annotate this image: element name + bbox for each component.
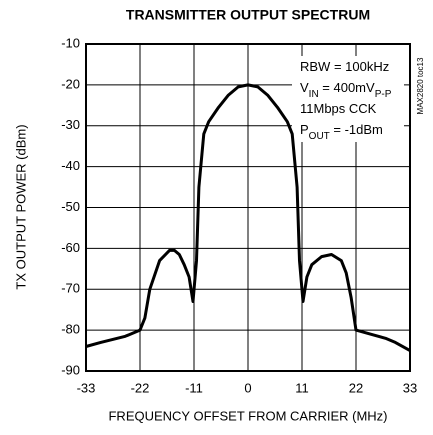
y-tick-label: -90: [61, 362, 80, 377]
y-tick-label: -80: [61, 322, 80, 337]
y-tick-label: -30: [61, 117, 80, 132]
annotation-subscript: P-P: [375, 89, 392, 100]
y-tick-label: -60: [61, 240, 80, 255]
x-tick-label: 33: [403, 380, 417, 395]
annotation: RBW = 100kHz: [300, 59, 389, 74]
chart-title: TRANSMITTER OUTPUT SPECTRUM: [126, 7, 370, 23]
x-tick-label: 22: [349, 380, 363, 395]
annotation: VIN = 400mVP-P: [300, 80, 392, 100]
x-tick-label: 11: [295, 380, 309, 395]
x-tick-label: 0: [244, 380, 251, 395]
spectrum-line: [85, 83, 411, 352]
y-tick-label: -50: [61, 199, 80, 214]
side-note: MAX2820 toc13: [416, 57, 425, 114]
x-axis-label: FREQUENCY OFFSET FROM CARRIER (MHz): [108, 408, 387, 423]
x-tick-label: -11: [185, 380, 203, 395]
annotation-text: 11Mbps CCK: [300, 101, 377, 116]
annotation: POUT = -1dBm: [300, 122, 383, 142]
annotation-subscript: OUT: [309, 131, 330, 142]
y-tick-label: -40: [61, 158, 80, 173]
y-axis-label: TX OUTPUT POWER (dBm): [13, 124, 28, 289]
annotation-subscript: IN: [309, 89, 319, 100]
annotation-text: RBW = 100kHz: [300, 59, 389, 74]
plot-frame: [85, 43, 411, 372]
annotation-text: V: [300, 80, 309, 95]
annotation-box: [292, 56, 404, 142]
annotation-text: = 400mV: [319, 80, 375, 95]
y-tick-label: -10: [61, 35, 80, 50]
annotation-text: = -1dBm: [330, 122, 383, 137]
x-tick-label: -22: [131, 380, 150, 395]
x-tick-label: -33: [77, 380, 96, 395]
annotation-text: P: [300, 122, 309, 137]
annotation: 11Mbps CCK: [300, 101, 377, 116]
y-tick-label: -20: [61, 76, 80, 91]
y-tick-label: -70: [61, 281, 80, 296]
